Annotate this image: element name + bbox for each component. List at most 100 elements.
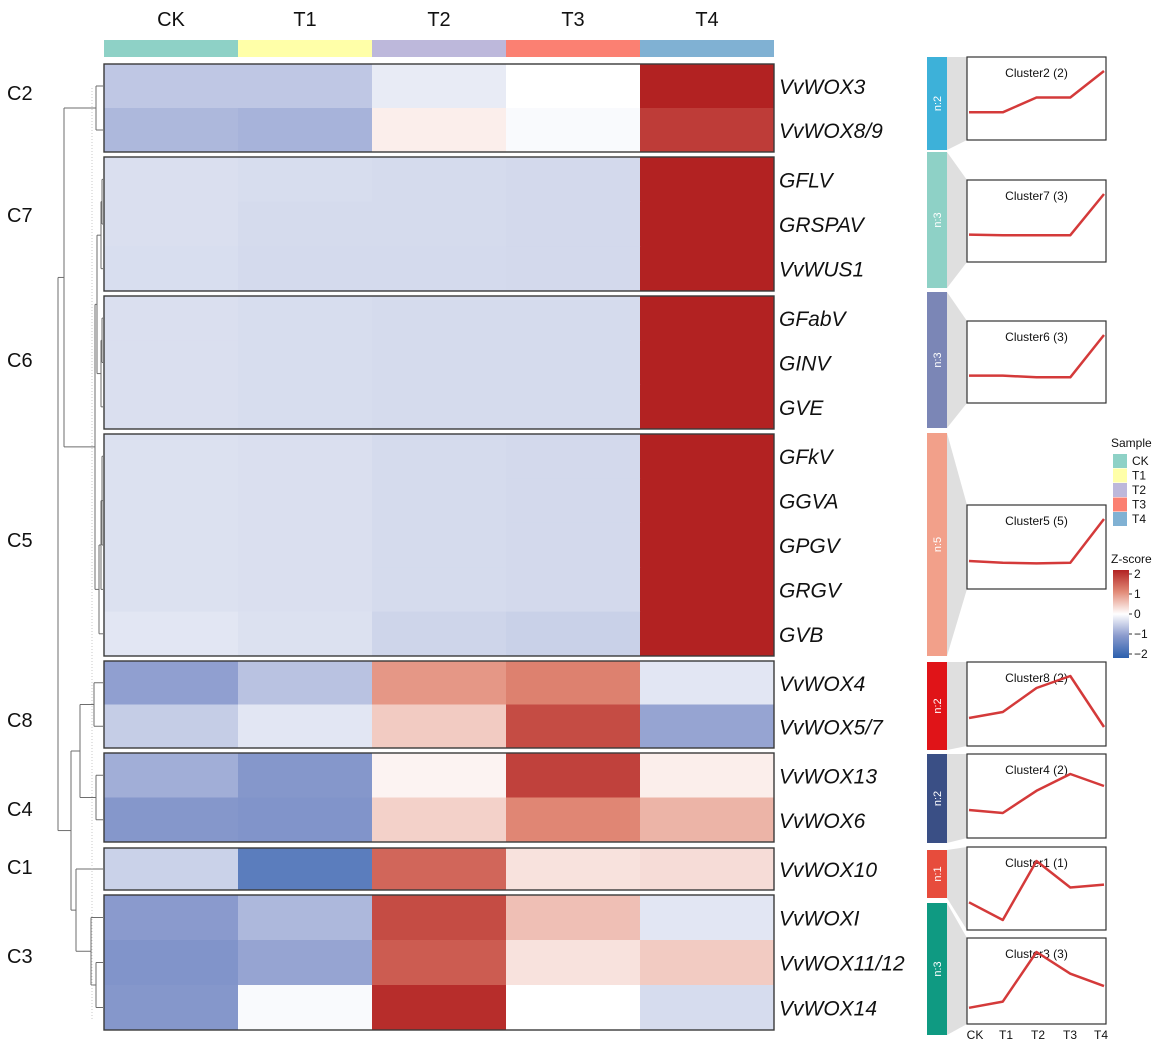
heatmap-cell [238, 201, 373, 247]
heatmap-cell [372, 848, 507, 891]
heatmap-cell [372, 704, 507, 749]
cluster-size-bar-c4 [927, 754, 947, 843]
profile-axis-label-t4: T4 [1094, 1028, 1108, 1042]
heatmap-cell [238, 246, 373, 292]
heatmap-cell [506, 985, 641, 1031]
heatmap-cell [104, 522, 239, 568]
heatmap-cell [640, 940, 775, 986]
heatmap-cell [640, 797, 775, 843]
heatmap-cell [640, 201, 775, 247]
heatmap-cell [506, 384, 641, 430]
heatmap-cell [506, 611, 641, 657]
heatmap-cell [506, 522, 641, 568]
column-label-t3: T3 [561, 9, 584, 31]
column-label-t2: T2 [427, 9, 450, 31]
profile-line-c4 [968, 772, 1105, 815]
heatmap-cell [506, 201, 641, 247]
column-annotation-ck [104, 40, 238, 57]
heatmap-cell [372, 661, 507, 705]
zscore-tick-label: 1 [1134, 587, 1141, 601]
legend-swatch-t1 [1113, 468, 1127, 483]
heatmap-cell [640, 434, 775, 479]
gene-labels: VvWOX3 VvWOX8/9 GFLV GRSPAV VvWUS1 GFabV GINV G… [779, 76, 905, 1021]
heatmap-cell [104, 246, 239, 292]
profile-title-c2: Cluster2 (2) [1005, 66, 1068, 80]
cluster-size-bar-c7 [927, 152, 947, 288]
heatmap-cell [372, 108, 507, 153]
gene-label: GFkV [779, 446, 835, 469]
profile-axis-label-t1: T1 [999, 1028, 1013, 1042]
cluster-size-label-c7: n:3 [932, 212, 944, 227]
heatmap-cell [640, 704, 775, 749]
heatmap-cell [372, 611, 507, 657]
heatmap-cell [506, 108, 641, 153]
heatmap-cell [104, 753, 239, 798]
heatmap-cell [640, 246, 775, 292]
cluster-size-label-c1: n:1 [932, 866, 944, 881]
heatmap-cell [640, 753, 775, 798]
profile-panel-c8 [966, 661, 1107, 747]
column-label-ck: CK [157, 9, 185, 31]
heatmap-cell [640, 985, 775, 1031]
heatmap-cell [372, 985, 507, 1031]
legend-label-t2: T2 [1132, 483, 1146, 497]
cluster-size-label-c5: n:5 [932, 537, 944, 552]
heatmap-cell [104, 895, 239, 941]
cluster-label-c7: C7 [7, 205, 33, 227]
profile-line-c8 [968, 674, 1106, 728]
legend-label-ck: CK [1132, 454, 1149, 468]
heatmap-cell [238, 985, 373, 1031]
heatmap-cell [104, 296, 239, 341]
heatmap-cell [104, 157, 239, 203]
legend-label-t4: T4 [1132, 512, 1146, 526]
heatmap-cell [104, 940, 239, 986]
gene-label: VvWOX6 [779, 810, 866, 833]
heatmap-cell [506, 753, 641, 798]
heatmap-cell [238, 848, 373, 891]
cluster-size-label-c6: n:3 [932, 352, 944, 367]
zscore-tick-label: −1 [1134, 627, 1148, 641]
heatmap-cell [238, 940, 373, 986]
row-dendrogram [57, 85, 103, 1020]
zscore-tick-label: 2 [1134, 567, 1141, 581]
heatmap-cell [104, 611, 239, 657]
cluster-size-bars: n:2 n:3 n:3 n:5 n:2 n:2 n:1 n:3 [927, 57, 947, 1035]
heatmap-cell [506, 797, 641, 843]
heatmap-cell [640, 661, 775, 705]
cluster-size-bar-c5 [927, 433, 947, 656]
profile-connector-c7 [947, 152, 967, 288]
profile-line-c7 [968, 193, 1105, 237]
heatmap-cell [506, 157, 641, 203]
heatmap-cell [238, 611, 373, 657]
heatmap-cells [103, 63, 775, 1031]
profile-connector-c8 [947, 662, 967, 750]
heatmap-cell [372, 940, 507, 986]
heatmap-cell [506, 661, 641, 705]
heatmap-cell [104, 704, 239, 749]
heatmap-cell [372, 384, 507, 430]
profile-connector-c5 [947, 433, 967, 656]
column-label-t1: T1 [293, 9, 316, 31]
profile-axis-label-t2: T2 [1031, 1028, 1045, 1042]
heatmap-cell [640, 478, 775, 524]
cluster-size-label-c2: n:2 [932, 96, 944, 111]
column-label-t4: T4 [695, 9, 718, 31]
heatmap-cell [506, 246, 641, 292]
profile-title-c7: Cluster7 (3) [1005, 189, 1068, 203]
legend-swatch-ck [1113, 454, 1127, 468]
gene-label: VvWOXI [779, 908, 860, 931]
heatmap-cell [372, 201, 507, 247]
cluster-size-bar-c1 [927, 850, 947, 898]
heatmap-cell [238, 522, 373, 568]
gene-label: VvWOX5/7 [779, 716, 884, 739]
heatmap-cell [238, 478, 373, 524]
heatmap-cell [506, 848, 641, 891]
legend-swatch-t4 [1113, 512, 1127, 526]
profile-axis-label-ck: CK [967, 1028, 984, 1042]
profile-connector-c3 [947, 903, 967, 1035]
cluster-label-c2: C2 [7, 83, 33, 105]
heatmap-cell [104, 797, 239, 843]
heatmap-cell [238, 567, 373, 613]
column-annotation-t4 [640, 40, 774, 57]
